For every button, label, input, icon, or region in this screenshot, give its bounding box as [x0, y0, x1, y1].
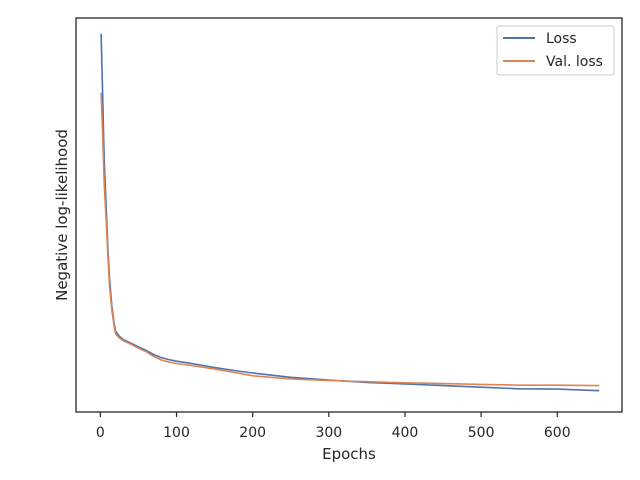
x-axis-ticks: 0 100 200 300 400 500 600: [96, 412, 571, 441]
legend-label-val-loss: Val. loss: [546, 54, 603, 70]
x-tick-label-200: 200: [239, 425, 266, 441]
x-tick-label-500: 500: [468, 425, 495, 441]
legend-label-loss: Loss: [546, 31, 577, 47]
x-tick-label-600: 600: [544, 425, 571, 441]
series-layer: [100, 33, 600, 392]
series-line-val-loss: [100, 92, 600, 387]
x-tick-label-300: 300: [315, 425, 342, 441]
plot-area: [75, 17, 623, 413]
x-tick-label-0: 0: [96, 425, 105, 441]
y-axis-label: Negative log-likelihood: [53, 129, 71, 301]
x-tick-label-400: 400: [392, 425, 419, 441]
x-axis-label: Epochs: [322, 445, 376, 463]
legend: Loss Val. loss: [496, 25, 615, 76]
x-tick-label-100: 100: [163, 425, 190, 441]
